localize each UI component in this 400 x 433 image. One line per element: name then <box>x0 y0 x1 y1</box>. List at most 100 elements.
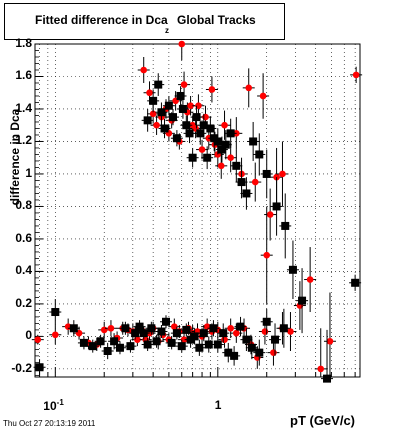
data-point-red <box>149 110 157 118</box>
data-point-black <box>255 348 264 357</box>
data-point-red <box>221 121 228 129</box>
data-point-black <box>147 324 156 333</box>
data-point-black <box>242 189 251 198</box>
data-point-black <box>110 337 119 346</box>
data-point-black <box>279 324 288 333</box>
data-point-black <box>217 145 226 154</box>
data-point-black <box>149 96 158 105</box>
data-point-red <box>180 81 188 88</box>
data-point-black <box>152 337 161 346</box>
data-point-black <box>35 363 44 372</box>
chart-title: Fitted difference in Dca <box>35 13 168 27</box>
data-point-black <box>262 317 271 326</box>
data-point-black <box>271 335 280 344</box>
data-point-black <box>224 348 233 357</box>
data-point-red <box>187 102 194 110</box>
data-point-red <box>171 323 178 330</box>
timestamp: Thu Oct 27 20:13:19 2011 <box>3 419 96 428</box>
data-point-red <box>217 162 225 170</box>
data-point-red <box>178 40 186 48</box>
data-point-red <box>100 326 108 334</box>
x-tick-label: 10-1 <box>43 398 64 413</box>
data-point-red <box>326 337 334 345</box>
data-point-black <box>249 137 258 146</box>
data-point-red <box>198 146 206 153</box>
data-point-red <box>352 71 360 79</box>
data-point-red <box>140 66 148 74</box>
data-point-black <box>242 335 251 344</box>
data-point-black <box>79 338 88 347</box>
data-point-black <box>298 296 307 305</box>
data-point-red <box>221 336 228 343</box>
data-point-black <box>237 178 246 187</box>
data-point-black <box>185 129 194 138</box>
plot-frame <box>34 43 361 378</box>
data-point-black <box>188 153 197 162</box>
data-point-black <box>164 101 173 110</box>
data-point-black <box>96 337 105 346</box>
data-point-black <box>182 121 191 130</box>
y-tick-label: 0 <box>25 328 32 343</box>
data-point-red <box>153 121 160 129</box>
data-point-red <box>259 92 267 100</box>
data-point-black <box>196 129 205 138</box>
data-point-red <box>146 89 153 97</box>
data-point-black <box>168 113 177 122</box>
data-point-black <box>203 153 212 162</box>
data-point-red <box>233 329 240 337</box>
data-point-red <box>263 251 271 259</box>
title-box: Fitted difference in Dca z Global Tracks <box>4 3 285 40</box>
data-point-black <box>281 221 290 230</box>
data-point-black <box>226 129 235 138</box>
x-axis-label: pT (GeV/c) <box>290 413 356 428</box>
data-point-black <box>190 332 199 341</box>
data-point-red <box>202 113 209 121</box>
data-point-black <box>172 329 181 338</box>
data-point-black <box>232 161 241 170</box>
data-point-red <box>317 365 325 373</box>
data-point-black <box>177 342 186 351</box>
data-point-red <box>245 84 253 92</box>
data-point-black <box>195 343 204 352</box>
data-point-black <box>162 317 171 326</box>
data-point-black <box>69 324 78 333</box>
data-point-red <box>306 276 314 283</box>
data-point-black <box>236 322 245 331</box>
data-point-black <box>288 265 297 274</box>
data-point-red <box>266 211 274 218</box>
data-point-black <box>178 104 187 113</box>
data-point-red <box>251 178 259 186</box>
data-point-black <box>121 324 130 333</box>
data-point-black <box>351 278 360 287</box>
y-tick-label: 0.2 <box>15 295 32 310</box>
data-point-red <box>287 328 294 335</box>
data-point-black <box>255 150 264 159</box>
data-point-black <box>230 351 239 360</box>
y-tick-label: 0.4 <box>15 263 32 278</box>
data-point-black <box>160 124 169 133</box>
data-point-red <box>208 86 216 93</box>
data-point-black <box>139 329 148 338</box>
data-point-black <box>167 338 176 347</box>
data-point-black <box>126 342 135 351</box>
data-point-black <box>323 374 332 383</box>
chart-title-subscript: z <box>165 26 169 35</box>
data-point-black <box>209 324 218 333</box>
data-point-black <box>157 327 166 336</box>
data-point-red <box>227 154 234 162</box>
data-point-black <box>51 308 60 317</box>
data-point-red <box>261 328 269 335</box>
y-tick-label: 1.2 <box>15 133 32 148</box>
data-point-red <box>34 336 42 343</box>
data-point-black <box>182 325 191 334</box>
data-point-red <box>107 324 115 332</box>
data-point-red <box>227 324 234 332</box>
data-point-black <box>186 335 195 344</box>
data-point-black <box>157 108 166 117</box>
chart-title-tail: Global Tracks <box>177 13 256 27</box>
data-point-red <box>180 336 188 343</box>
data-point-black <box>213 137 222 146</box>
data-point-black <box>199 329 208 338</box>
data-point-black <box>135 322 144 331</box>
